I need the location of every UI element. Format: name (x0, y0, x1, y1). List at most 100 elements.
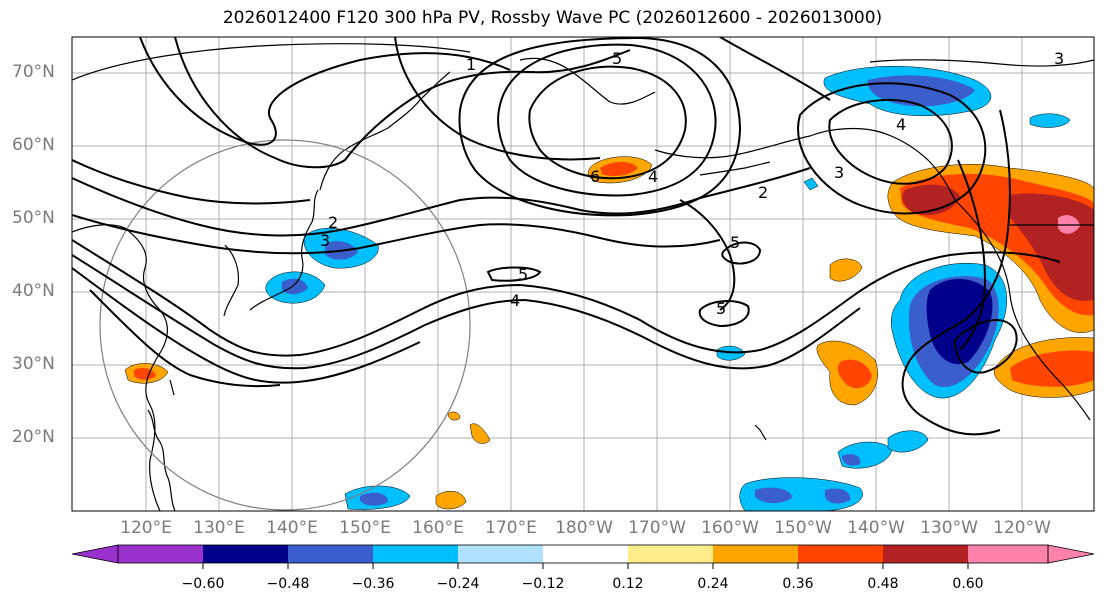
reference-circle (99, 139, 471, 511)
anomaly-pos-small-4 (435, 490, 467, 510)
lon-label-130e: 130°E (193, 518, 245, 538)
lon-label-140e: 140°E (266, 518, 318, 538)
contour-label-1: 1 (466, 55, 476, 74)
anomaly-neg-south-2-core (360, 492, 388, 506)
contour-label-2-pac: 2 (758, 183, 768, 202)
contour-label-4-bering: 4 (648, 167, 658, 186)
colorbar-label-9: 0.48 (867, 576, 899, 592)
pv-contours (72, 37, 1061, 436)
contour-west-jet-1 (72, 239, 1061, 357)
sakhalin-kamchatka (319, 71, 451, 191)
lat-label-60n: 60°N (12, 135, 55, 155)
lat-label-20n: 20°N (12, 427, 55, 447)
contour-label-3-ne: 3 (1054, 49, 1064, 68)
anomaly-pos-southeast-core (1010, 350, 1094, 387)
colorbar-label-5: −0.12 (521, 576, 565, 592)
lat-label-40n: 40°N (12, 281, 55, 301)
colorbar-bin-6 (543, 545, 628, 563)
lat-label-50n: 50°N (12, 208, 55, 228)
anomaly-pos-small-2 (469, 423, 491, 444)
lon-label-160e: 160°E (412, 518, 464, 538)
contour-midpac-closed (721, 241, 762, 265)
contour-1 (139, 37, 511, 146)
anomaly-neg-eastpac-core (926, 278, 993, 365)
lon-label-120w: 120°W (993, 518, 1051, 538)
colorbar-bin-5 (458, 545, 543, 563)
lon-label-140w: 140°W (847, 518, 905, 538)
colorbar-bin-11 (968, 545, 1048, 563)
lon-label-130w: 130°W (920, 518, 978, 538)
anomaly-pos-bering-core (600, 162, 638, 176)
colorbar-bin-8 (713, 545, 798, 563)
coastlines (72, 43, 1094, 511)
lat-label-30n: 30°N (12, 354, 55, 374)
map-frame (71, 36, 1095, 512)
contour-label-3-gulf: 3 (834, 163, 844, 182)
alaska-west (519, 57, 656, 105)
colorbar-extend-high (1047, 544, 1095, 564)
contour-bering-low-2 (497, 43, 717, 197)
canada-north (869, 59, 1094, 67)
japan (249, 189, 319, 311)
colorbar-bin-10 (883, 545, 968, 563)
contour-east-loop (953, 319, 1018, 374)
colorbar-bin-9 (798, 545, 883, 563)
contour-label-5-center: 5 (518, 265, 528, 284)
colorbar-bin-4 (373, 545, 458, 563)
contour-west-jet-2 (72, 254, 861, 370)
contour-upper-jet-2 (72, 214, 721, 255)
colorbar-bin-3 (288, 545, 373, 563)
map-title: 2026012400 F120 300 hPa PV, Rossby Wave … (222, 8, 883, 28)
contour-bering-low (528, 65, 687, 180)
colorbar-label-10: 0.60 (952, 576, 984, 592)
na-west-coast (954, 199, 1091, 421)
anomaly-neg-small-1 (803, 177, 819, 191)
contour-label-4-center: 4 (510, 291, 520, 310)
korea (223, 244, 240, 317)
siberia-north (72, 43, 471, 81)
contour-label-4-gulf: 4 (896, 115, 906, 134)
contour-gulf-high (828, 99, 953, 185)
anomaly-neg-south-1-core (755, 487, 792, 504)
contour-labels: 1 5 3 4 3 6 4 2 2 3 5 5 4 5 (320, 49, 1064, 318)
contour-north-arc (394, 37, 601, 161)
colorbar-label-1: −0.60 (181, 576, 225, 592)
colorbar (71, 544, 1095, 569)
lon-label-120e: 120°E (120, 518, 172, 538)
anomaly-pos-pnw-deep (902, 184, 960, 216)
colorbar-label-6: 0.12 (612, 576, 644, 592)
anomaly-neg-gulf-small (1029, 113, 1071, 128)
anomaly-neg-japan-south-core (282, 278, 308, 295)
lon-label-150e: 150°E (339, 518, 391, 538)
lat-label-70n: 70°N (12, 62, 55, 82)
anomaly-neg-hawaii-2 (887, 430, 929, 453)
positive-anomalies (124, 156, 1094, 510)
colorbar-bin-1 (118, 545, 203, 563)
colorbar-ticks (202, 563, 969, 569)
lon-label-170w: 170°W (628, 518, 686, 538)
contour-upper-west-1 (72, 159, 311, 205)
anomaly-pos-subtrop-core (837, 359, 872, 389)
lon-label-160w: 160°W (701, 518, 759, 538)
colorbar-label-8: 0.36 (782, 576, 814, 592)
contour-trough-east (957, 159, 987, 351)
colorbar-label-3: −0.36 (351, 576, 395, 592)
anomaly-neg-hawaii-1-core (842, 454, 861, 466)
taiwan (169, 379, 175, 396)
contour-label-2-japan: 2 (328, 213, 338, 232)
contour-ridge-east (901, 109, 1011, 436)
contour-2-north (174, 37, 631, 169)
philippines (147, 409, 176, 511)
lon-label-150w: 150°W (774, 518, 832, 538)
anomaly-neg-south-1-core2 (825, 488, 851, 504)
colorbar-frame (117, 544, 1049, 564)
contour-label-5-top: 5 (612, 49, 622, 68)
lon-label-180w: 180°W (555, 518, 613, 538)
contour-bering-low-3 (458, 37, 742, 217)
colorbar-label-4: −0.24 (436, 576, 480, 592)
contour-west-jet-4 (89, 289, 281, 388)
contour-label-5-south: 5 (716, 299, 726, 318)
colorbar-label-7: 0.24 (697, 576, 729, 592)
anomaly-pos-small-1 (829, 258, 863, 282)
